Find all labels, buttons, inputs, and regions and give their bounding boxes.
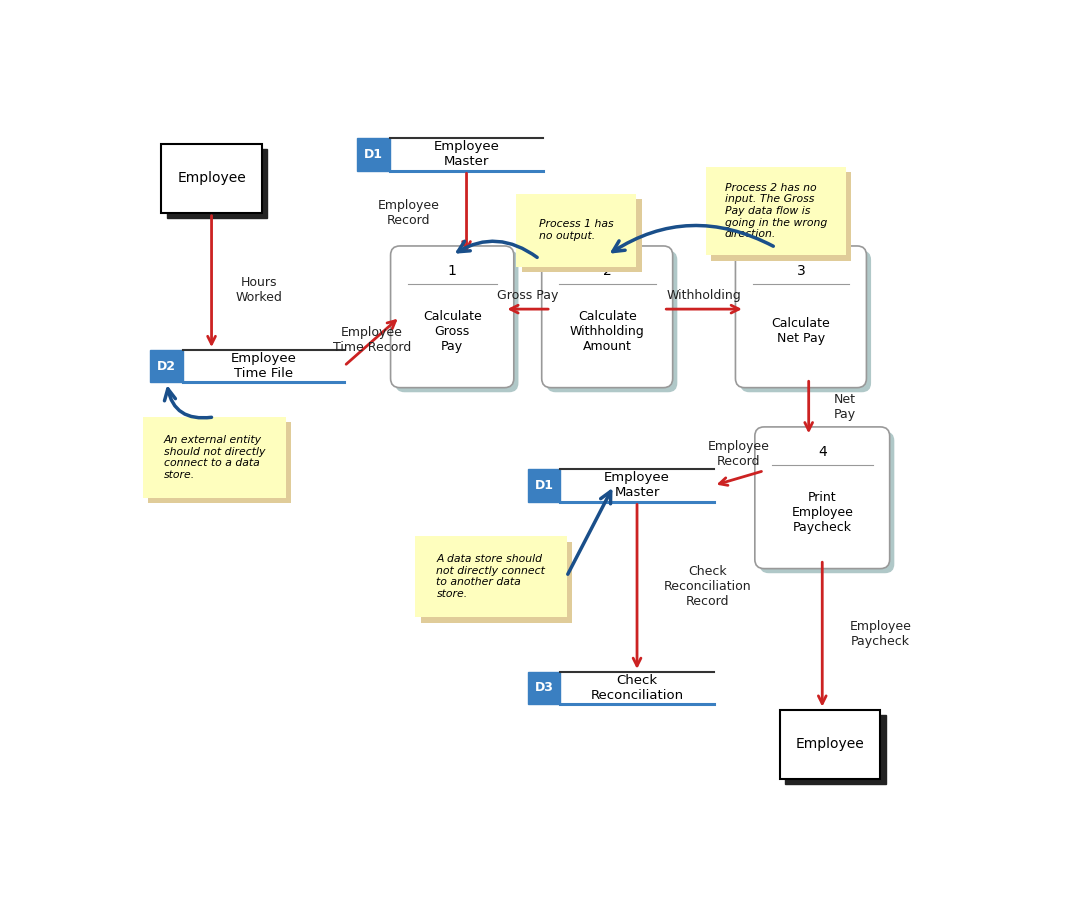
- FancyBboxPatch shape: [521, 199, 642, 272]
- Text: Employee
Record: Employee Record: [708, 440, 770, 468]
- FancyBboxPatch shape: [735, 246, 866, 388]
- Text: D1: D1: [535, 479, 553, 492]
- Text: Employee
Master: Employee Master: [433, 141, 500, 168]
- FancyBboxPatch shape: [516, 194, 636, 267]
- Text: Employee
Time File: Employee Time File: [230, 352, 297, 380]
- FancyBboxPatch shape: [547, 250, 678, 392]
- Text: Employee
Master: Employee Master: [604, 472, 670, 499]
- Text: Employee
Time Record: Employee Time Record: [333, 326, 411, 354]
- Text: Employee
Paycheck: Employee Paycheck: [850, 621, 911, 648]
- FancyBboxPatch shape: [542, 246, 673, 388]
- Text: Process 2 has no
input. The Gross
Pay data flow is
going in the wrong
direction.: Process 2 has no input. The Gross Pay da…: [724, 183, 827, 239]
- FancyBboxPatch shape: [416, 537, 566, 617]
- Text: Process 1 has
no output.: Process 1 has no output.: [539, 219, 613, 241]
- Text: D1: D1: [364, 148, 383, 161]
- Text: Calculate
Withholding
Amount: Calculate Withholding Amount: [570, 310, 645, 353]
- FancyBboxPatch shape: [167, 149, 267, 218]
- FancyBboxPatch shape: [755, 427, 889, 569]
- FancyBboxPatch shape: [740, 250, 871, 392]
- FancyBboxPatch shape: [759, 431, 895, 573]
- FancyBboxPatch shape: [151, 350, 183, 382]
- Text: Employee
Record: Employee Record: [377, 199, 440, 227]
- FancyBboxPatch shape: [786, 715, 886, 784]
- Text: Hours
Worked: Hours Worked: [236, 276, 283, 303]
- Text: Check
Reconciliation
Record: Check Reconciliation Record: [664, 565, 752, 608]
- Text: Check
Reconciliation: Check Reconciliation: [590, 674, 684, 702]
- FancyBboxPatch shape: [706, 166, 846, 255]
- FancyBboxPatch shape: [421, 542, 572, 622]
- FancyBboxPatch shape: [148, 422, 291, 503]
- FancyBboxPatch shape: [528, 672, 561, 704]
- Text: Net
Pay: Net Pay: [834, 393, 855, 421]
- FancyBboxPatch shape: [357, 138, 389, 171]
- FancyBboxPatch shape: [391, 246, 514, 388]
- FancyBboxPatch shape: [143, 417, 286, 498]
- Text: Employee: Employee: [795, 738, 864, 751]
- Text: Withholding: Withholding: [667, 289, 742, 302]
- Text: Calculate
Net Pay: Calculate Net Pay: [771, 317, 830, 345]
- FancyBboxPatch shape: [711, 172, 851, 260]
- Text: Calculate
Gross
Pay: Calculate Gross Pay: [423, 310, 481, 353]
- Text: 4: 4: [818, 444, 827, 459]
- Text: Employee: Employee: [177, 171, 245, 186]
- FancyBboxPatch shape: [528, 469, 561, 502]
- Text: A data store should
not directly connect
to another data
store.: A data store should not directly connect…: [436, 554, 546, 599]
- Text: Print
Employee
Paycheck: Print Employee Paycheck: [791, 491, 853, 534]
- Text: 2: 2: [603, 263, 612, 278]
- Text: An external entity
should not directly
connect to a data
store.: An external entity should not directly c…: [164, 435, 265, 480]
- FancyBboxPatch shape: [395, 250, 518, 392]
- FancyBboxPatch shape: [780, 709, 880, 779]
- FancyBboxPatch shape: [161, 143, 262, 213]
- Text: Gross Pay: Gross Pay: [497, 289, 559, 302]
- Text: D2: D2: [157, 359, 176, 373]
- Text: 1: 1: [447, 263, 457, 278]
- Text: D3: D3: [535, 682, 553, 695]
- Text: 3: 3: [796, 263, 805, 278]
